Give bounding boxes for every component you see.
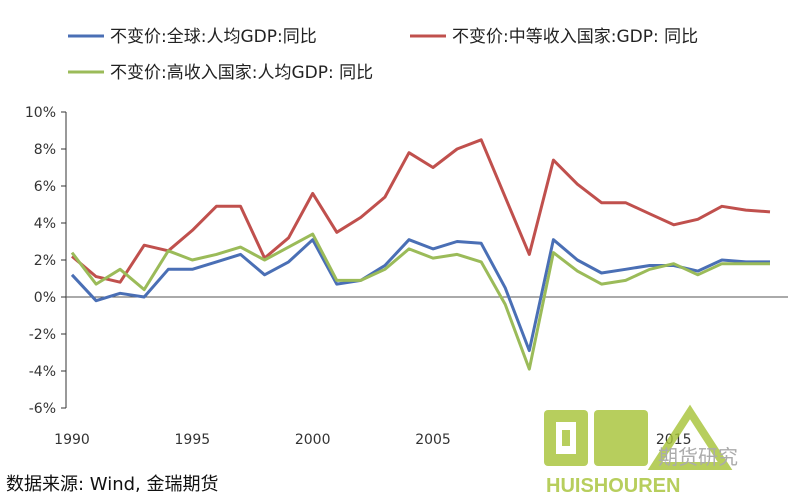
series-line-high-income bbox=[70, 232, 770, 371]
svg-text:期货研究: 期货研究 bbox=[658, 445, 738, 469]
legend: 不变价:全球:人均GDP:同比 不变价:中等收入国家:GDP: 同比 不变价:高… bbox=[68, 27, 698, 83]
y-axis-ticks: 10% 8% 6% 4% 2% 0% -2% -4% -6% bbox=[25, 105, 66, 417]
y-tick-label: -2% bbox=[29, 327, 56, 343]
series-line-global bbox=[70, 238, 770, 353]
y-tick-label: -6% bbox=[29, 401, 56, 417]
source-note: 数据来源: Wind, 金瑞期货 bbox=[6, 474, 219, 495]
series-line-middle-income bbox=[71, 138, 771, 284]
svg-text:HUISHOUREN: HUISHOUREN bbox=[546, 475, 680, 497]
y-tick-label: 4% bbox=[34, 216, 56, 232]
y-tick-label: 6% bbox=[34, 179, 56, 195]
y-tick-label: 10% bbox=[25, 105, 56, 121]
x-tick-label: 1995 bbox=[175, 432, 211, 448]
x-tick-label: 2005 bbox=[415, 432, 451, 448]
y-tick-label: 8% bbox=[34, 142, 56, 158]
series-lines bbox=[70, 138, 771, 371]
watermark-logo: HUISHOUREN 期货研究 bbox=[544, 404, 738, 497]
x-tick-label: 1990 bbox=[54, 432, 90, 448]
y-tick-label: 2% bbox=[34, 253, 56, 269]
legend-label-middle-income: 不变价:中等收入国家:GDP: 同比 bbox=[452, 27, 698, 47]
legend-label-global: 不变价:全球:人均GDP:同比 bbox=[110, 27, 317, 47]
x-tick-label: 2000 bbox=[295, 432, 331, 448]
y-tick-label: 0% bbox=[34, 290, 56, 306]
y-tick-label: -4% bbox=[29, 364, 56, 380]
legend-label-high-income: 不变价:高收入国家:人均GDP: 同比 bbox=[110, 63, 373, 83]
